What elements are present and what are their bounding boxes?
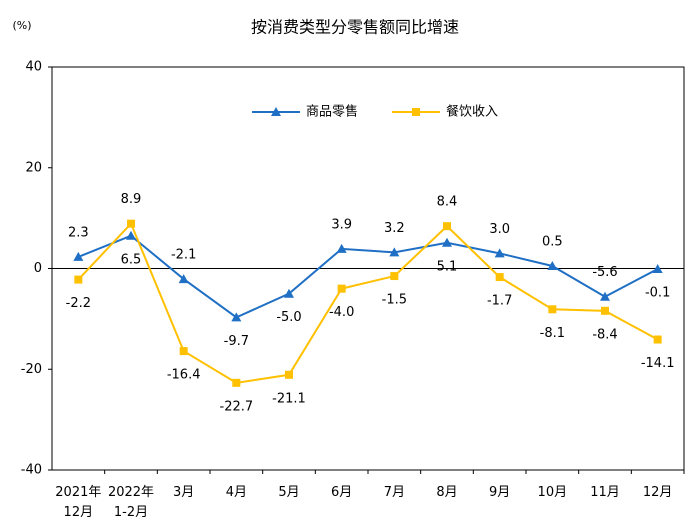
y-tick-label: -20 xyxy=(21,362,42,377)
data-label: -22.7 xyxy=(220,399,254,414)
point xyxy=(178,274,189,284)
point xyxy=(284,288,294,298)
chart-title: 按消费类型分零售额同比增速 xyxy=(251,18,459,37)
data-label: 3.2 xyxy=(384,221,405,236)
x-tick-label: 2022年 1-2月 xyxy=(108,485,154,520)
x-tick-label: 11月 xyxy=(590,485,620,500)
legend-marker xyxy=(412,108,420,116)
x-tick-label: 6月 xyxy=(331,485,352,500)
point xyxy=(389,247,400,257)
point xyxy=(600,291,610,301)
x-tick-label: 3月 xyxy=(173,485,194,500)
point xyxy=(547,260,558,270)
y-tick-label: -40 xyxy=(21,463,42,478)
series-line xyxy=(77,221,659,384)
point xyxy=(653,335,662,344)
point xyxy=(285,370,293,379)
x-tick-label: 5月 xyxy=(278,485,299,500)
legend-label: 餐饮收入 xyxy=(446,104,498,120)
data-label: -21.1 xyxy=(272,391,306,406)
x-tick-label: 12月 xyxy=(643,485,673,500)
data-label: 3.9 xyxy=(331,217,352,232)
data-label: 8.4 xyxy=(437,195,458,210)
data-label: -2.2 xyxy=(66,296,91,311)
data-label: 8.9 xyxy=(121,192,142,207)
y-unit-label: (%) xyxy=(12,19,31,32)
data-label: -14.1 xyxy=(641,356,675,371)
point xyxy=(494,248,505,258)
data-label: 5.1 xyxy=(437,259,458,274)
y-tick-label: 20 xyxy=(25,160,42,175)
point xyxy=(390,272,399,281)
data-label: -8.4 xyxy=(592,327,617,342)
data-label: -16.4 xyxy=(167,368,201,383)
data-label: -1.7 xyxy=(487,294,512,309)
point xyxy=(336,243,347,253)
data-label: -4.0 xyxy=(329,305,354,320)
x-tick-label: 8月 xyxy=(436,485,457,500)
data-label: -1.5 xyxy=(382,293,407,308)
data-label: -5.6 xyxy=(592,265,617,280)
data-label: -8.1 xyxy=(540,326,565,341)
y-tick-label: 40 xyxy=(25,60,42,75)
y-tick-label: 0 xyxy=(34,261,42,276)
x-tick-label: 4月 xyxy=(226,485,247,500)
x-tick-label: 9月 xyxy=(489,485,510,500)
point xyxy=(73,251,84,261)
data-label: 3.0 xyxy=(489,222,510,237)
series-line xyxy=(77,234,659,319)
data-label: 0.5 xyxy=(542,234,563,249)
point xyxy=(443,222,451,231)
data-label: 6.5 xyxy=(121,252,142,267)
point xyxy=(126,230,136,240)
legend-marker xyxy=(271,107,281,116)
point xyxy=(231,312,242,322)
point xyxy=(495,273,504,282)
point xyxy=(601,306,609,315)
point xyxy=(337,284,346,293)
data-label: -2.1 xyxy=(171,248,196,263)
point xyxy=(652,264,663,274)
x-tick-label: 2021年 12月 xyxy=(55,485,101,520)
point xyxy=(548,305,557,314)
data-label: -9.7 xyxy=(224,334,249,349)
x-tick-label: 10月 xyxy=(538,485,568,500)
x-tick-label: 7月 xyxy=(384,485,405,500)
point xyxy=(179,347,188,356)
point xyxy=(74,275,83,284)
point xyxy=(127,219,135,228)
point xyxy=(232,378,241,387)
data-label: -0.1 xyxy=(645,286,670,301)
legend-label: 商品零售 xyxy=(306,104,358,120)
data-label: -5.0 xyxy=(276,310,301,325)
data-label: 2.3 xyxy=(68,225,89,240)
point xyxy=(442,237,452,247)
